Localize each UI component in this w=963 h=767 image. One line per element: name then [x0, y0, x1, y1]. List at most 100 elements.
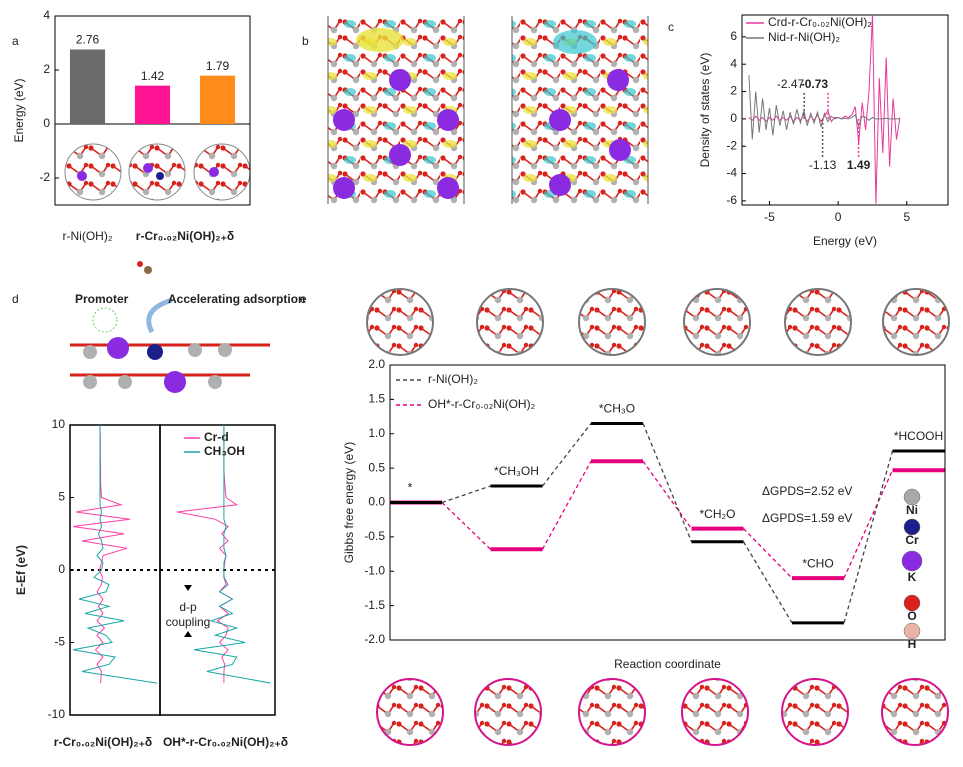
dos-line — [176, 425, 239, 684]
atom-swatch — [903, 518, 921, 536]
y-tick-label: -10 — [48, 707, 66, 721]
value-label: 1.79 — [206, 59, 230, 73]
panel-letter: c — [668, 20, 674, 34]
step-label: *HCOOH — [894, 429, 943, 443]
y-tick-label: 4 — [43, 8, 50, 22]
y-tick-label: 0 — [43, 116, 50, 130]
value-label: 1.42 — [141, 69, 165, 83]
atom-swatch — [903, 622, 921, 640]
dos-line — [194, 425, 271, 684]
step-label: *CH₃OH — [494, 464, 539, 478]
accelerating-label: Accelerating adsorption — [168, 292, 305, 306]
structure-d — [70, 261, 270, 393]
atom-label: Cr — [905, 533, 919, 547]
connector — [541, 423, 592, 487]
inset-structures-e — [366, 288, 950, 746]
connector — [843, 450, 894, 623]
y-tick-label: 6 — [730, 29, 737, 43]
bar — [199, 75, 236, 124]
annotation: ΔGPDS=1.59 eV — [762, 511, 852, 525]
y-tick-label: 0 — [58, 562, 65, 576]
legend-label: Cr-d — [204, 430, 229, 444]
y-tick-label: -2 — [39, 170, 50, 184]
dos-line — [748, 75, 900, 140]
annotation: -0.73 — [801, 77, 829, 91]
x-tick-label: -5 — [764, 210, 775, 224]
inset-structures-a — [64, 143, 251, 201]
y-tick-label: 4 — [730, 56, 737, 70]
atom-label: H — [908, 637, 917, 651]
y-tick-label: -0.5 — [364, 529, 385, 543]
atom-swatch — [903, 488, 921, 506]
y-axis-label: Gibbs free energy (eV) — [342, 442, 356, 563]
panel-letter: e — [300, 292, 307, 306]
connector — [441, 502, 491, 550]
annotation: 1.49 — [847, 158, 871, 172]
x-axis-label: r-Cr₀.₀₂Ni(OH)₂₊δ — [54, 735, 152, 749]
connector — [541, 460, 592, 550]
y-tick-label: -6 — [726, 193, 737, 207]
step-label: *CH₂O — [700, 507, 736, 521]
step-label: * — [408, 481, 413, 495]
atom-swatch — [901, 550, 923, 572]
panel-letter: d — [12, 292, 19, 306]
annotation: d-p — [179, 600, 197, 614]
connector — [743, 528, 793, 579]
step-label: *CHO — [802, 556, 833, 570]
dos-line — [748, 14, 901, 204]
panel-letter: b — [302, 34, 309, 48]
y-axis-label: E-Ef (eV) — [14, 545, 28, 595]
y-tick-label: 1.0 — [368, 426, 385, 440]
x-axis-label: Reaction coordinate — [614, 657, 721, 671]
y-tick-label: 0.0 — [368, 495, 385, 509]
x-tick-label: r-Cr₀.₀₂Ni(OH)₂₊δ — [136, 229, 234, 243]
atom-label: K — [908, 570, 917, 584]
y-tick-label: 2.0 — [368, 357, 385, 371]
connector — [441, 485, 491, 504]
annotation: -2.47 — [777, 77, 805, 91]
y-tick-label: -2 — [726, 138, 737, 152]
y-axis-label: Energy (eV) — [12, 78, 26, 142]
y-tick-label: 5 — [58, 490, 65, 504]
annotation: ΔGPDS=2.52 eV — [762, 484, 852, 498]
dos-line — [72, 424, 131, 684]
connector — [642, 460, 693, 530]
connector — [843, 469, 894, 579]
structure-b — [327, 16, 649, 204]
y-tick-label: 0.5 — [368, 460, 385, 474]
bar — [134, 85, 171, 124]
y-tick-label: 1.5 — [368, 392, 385, 406]
y-axis-label: Density of states (eV) — [698, 53, 712, 168]
dos-line — [72, 425, 158, 684]
y-tick-label: -2.0 — [364, 632, 385, 646]
x-axis-label: Energy (eV) — [813, 234, 877, 248]
y-tick-label: 0 — [730, 111, 737, 125]
y-tick-label: -5 — [54, 635, 65, 649]
promoter-label: Promoter — [75, 292, 129, 306]
atom-swatch — [903, 594, 921, 612]
x-tick-label: 0 — [835, 210, 842, 224]
legend-label: Nid-r-Ni(OH)₂ — [768, 30, 840, 44]
plot-frame — [741, 14, 949, 206]
y-tick-label: -1.5 — [364, 598, 385, 612]
atom-label: Ni — [906, 503, 918, 517]
annotation: coupling — [166, 615, 211, 629]
x-tick-label: 5 — [903, 210, 910, 224]
y-tick-label: 2 — [730, 84, 737, 98]
plot-frame — [54, 15, 251, 206]
connector — [642, 423, 693, 542]
y-tick-label: 2 — [43, 62, 50, 76]
value-label: 2.76 — [76, 33, 100, 47]
atom-label: O — [907, 609, 916, 623]
step-label: *CH₃O — [599, 402, 635, 416]
x-axis-label: OH*-r-Cr₀.₀₂Ni(OH)₂₊δ — [163, 735, 288, 749]
connector — [742, 541, 793, 624]
bar — [69, 49, 106, 125]
y-tick-label: -1.0 — [364, 563, 385, 577]
y-tick-label: -4 — [726, 166, 737, 180]
annotation: -1.13 — [809, 158, 837, 172]
legend-label: Crd-r-Cr₀.₀₂Ni(OH)₂ — [768, 15, 872, 29]
y-tick-label: 10 — [52, 417, 66, 431]
